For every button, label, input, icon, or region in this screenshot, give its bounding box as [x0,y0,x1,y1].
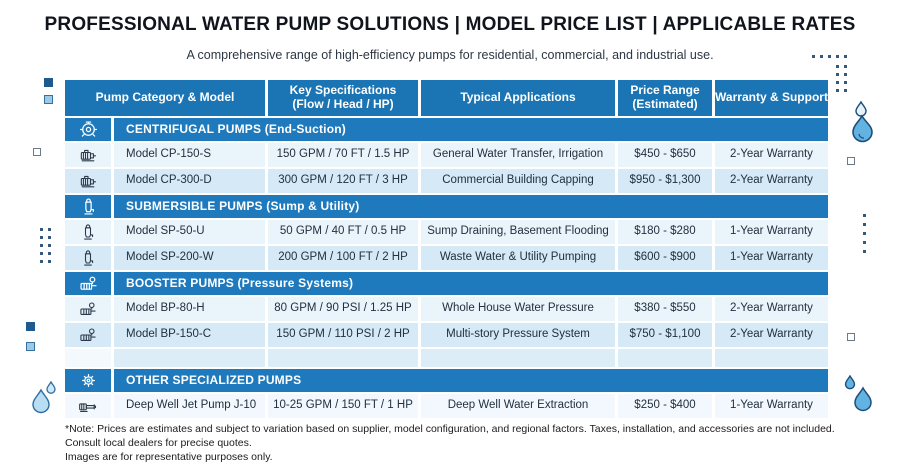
booster-pump-icon [65,272,111,295]
booster-pump-icon [65,323,111,347]
price-cell: $750 - $1,100 [618,323,712,347]
page-title: PROFESSIONAL WATER PUMP SOLUTIONS | MODE… [44,14,856,35]
specs-cell: 80 GPM / 90 PSI / 1.25 HP [268,297,418,321]
footnote-line-1: *Note: Prices are estimates and subject … [65,423,835,449]
model-cell: Model BP-150-C [114,323,265,347]
section-title: CENTRIFUGAL PUMPS (End-Suction) [114,118,828,141]
specs-cell: 300 GPM / 120 FT / 3 HP [268,169,418,193]
column-header-warranty: Warranty & Support [715,80,828,116]
square [33,148,41,156]
table-row-cp-300-d: Model CP-300-D 300 GPM / 120 FT / 3 HP C… [65,169,830,193]
specs-cell: 150 GPM / 110 PSI / 2 HP [268,323,418,347]
price-cell: $180 - $280 [618,220,712,244]
empty-row [65,349,830,367]
square [44,95,53,104]
table-row-bp-80-h: Model BP-80-H 80 GPM / 90 PSI / 1.25 HP … [65,297,830,321]
application-cell: Deep Well Water Extraction [421,394,615,418]
submersible-pump-icon [65,220,111,244]
section-other: OTHER SPECIALIZED PUMPS [65,369,830,392]
footnote-line-2: Images are for representative purposes o… [65,450,273,463]
submersible-pump-icon [65,195,111,218]
model-cell: Model CP-300-D [114,169,265,193]
warranty-cell: 1-Year Warranty [715,220,828,244]
column-header-applications: Typical Applications [421,80,615,116]
square [44,78,53,87]
specs-cell: 10-25 GPM / 150 FT / 1 HP [268,394,418,418]
booster-pump-icon [65,297,111,321]
table-row-cp-150-s: Model CP-150-S 150 GPM / 70 FT / 1.5 HP … [65,143,830,167]
price-cell: $250 - $400 [618,394,712,418]
square [847,333,855,341]
centrifugal-pump-icon [65,118,111,141]
table-row-jet-pump-j-10: Deep Well Jet Pump J-10 10-25 GPM / 150 … [65,394,830,418]
price-table: Pump Category & Model Key Specifications… [65,80,830,420]
page-subtitle: A comprehensive range of high-efficiency… [186,48,714,62]
application-cell: Sump Draining, Basement Flooding [421,220,615,244]
motor-pump-icon [65,169,111,193]
application-cell: Waste Water & Utility Pumping [421,246,615,270]
water-drop-icon [852,100,873,143]
section-title: SUBMERSIBLE PUMPS (Sump & Utility) [114,195,828,218]
warranty-cell: 1-Year Warranty [715,246,828,270]
submersible-pump-icon [65,246,111,270]
specs-cell: 150 GPM / 70 FT / 1.5 HP [268,143,418,167]
square [26,322,35,331]
model-cell: Model SP-200-W [114,246,265,270]
specs-cell: 50 GPM / 40 FT / 0.5 HP [268,220,418,244]
model-cell: Deep Well Jet Pump J-10 [114,394,265,418]
square [847,157,855,165]
warranty-cell: 2-Year Warranty [715,297,828,321]
square [26,342,35,351]
section-centrifugal: CENTRIFUGAL PUMPS (End-Suction) [65,118,830,141]
warranty-cell: 2-Year Warranty [715,169,828,193]
price-cell: $380 - $550 [618,297,712,321]
footnote: *Note: Prices are estimates and subject … [65,423,863,465]
model-cell: Model SP-50-U [114,220,265,244]
model-cell: Model CP-150-S [114,143,265,167]
table-row-sp-50-u: Model SP-50-U 50 GPM / 40 FT / 0.5 HP Su… [65,220,830,244]
section-submersible: SUBMERSIBLE PUMPS (Sump & Utility) [65,195,830,218]
section-booster: BOOSTER PUMPS (Pressure Systems) [65,272,830,295]
warranty-cell: 2-Year Warranty [715,143,828,167]
dot-grid [836,65,847,92]
dot-grid [812,55,847,58]
jet-pump-icon [65,394,111,418]
water-drop-icon [844,374,872,412]
application-cell: Commercial Building Capping [421,169,615,193]
column-header-price: Price Range (Estimated) [618,80,712,116]
warranty-cell: 1-Year Warranty [715,394,828,418]
model-cell: Model BP-80-H [114,297,265,321]
section-title: OTHER SPECIALIZED PUMPS [114,369,828,392]
gear-icon [65,369,111,392]
water-drop-icon [32,380,56,414]
motor-pump-icon [65,143,111,167]
dot-grid [40,228,51,263]
warranty-cell: 2-Year Warranty [715,323,828,347]
price-cell: $950 - $1,300 [618,169,712,193]
price-cell: $450 - $650 [618,143,712,167]
column-header-specs: Key Specifications (Flow / Head / HP) [268,80,418,116]
application-cell: Whole House Water Pressure [421,297,615,321]
application-cell: General Water Transfer, Irrigation [421,143,615,167]
application-cell: Multi-story Pressure System [421,323,615,347]
dot-grid [863,214,866,253]
column-header-category: Pump Category & Model [65,80,265,116]
section-title: BOOSTER PUMPS (Pressure Systems) [114,272,828,295]
price-cell: $600 - $900 [618,246,712,270]
table-row-sp-200-w: Model SP-200-W 200 GPM / 100 FT / 2 HP W… [65,246,830,270]
specs-cell: 200 GPM / 100 FT / 2 HP [268,246,418,270]
table-header-row: Pump Category & Model Key Specifications… [65,80,830,116]
table-row-bp-150-c: Model BP-150-C 150 GPM / 110 PSI / 2 HP … [65,323,830,347]
